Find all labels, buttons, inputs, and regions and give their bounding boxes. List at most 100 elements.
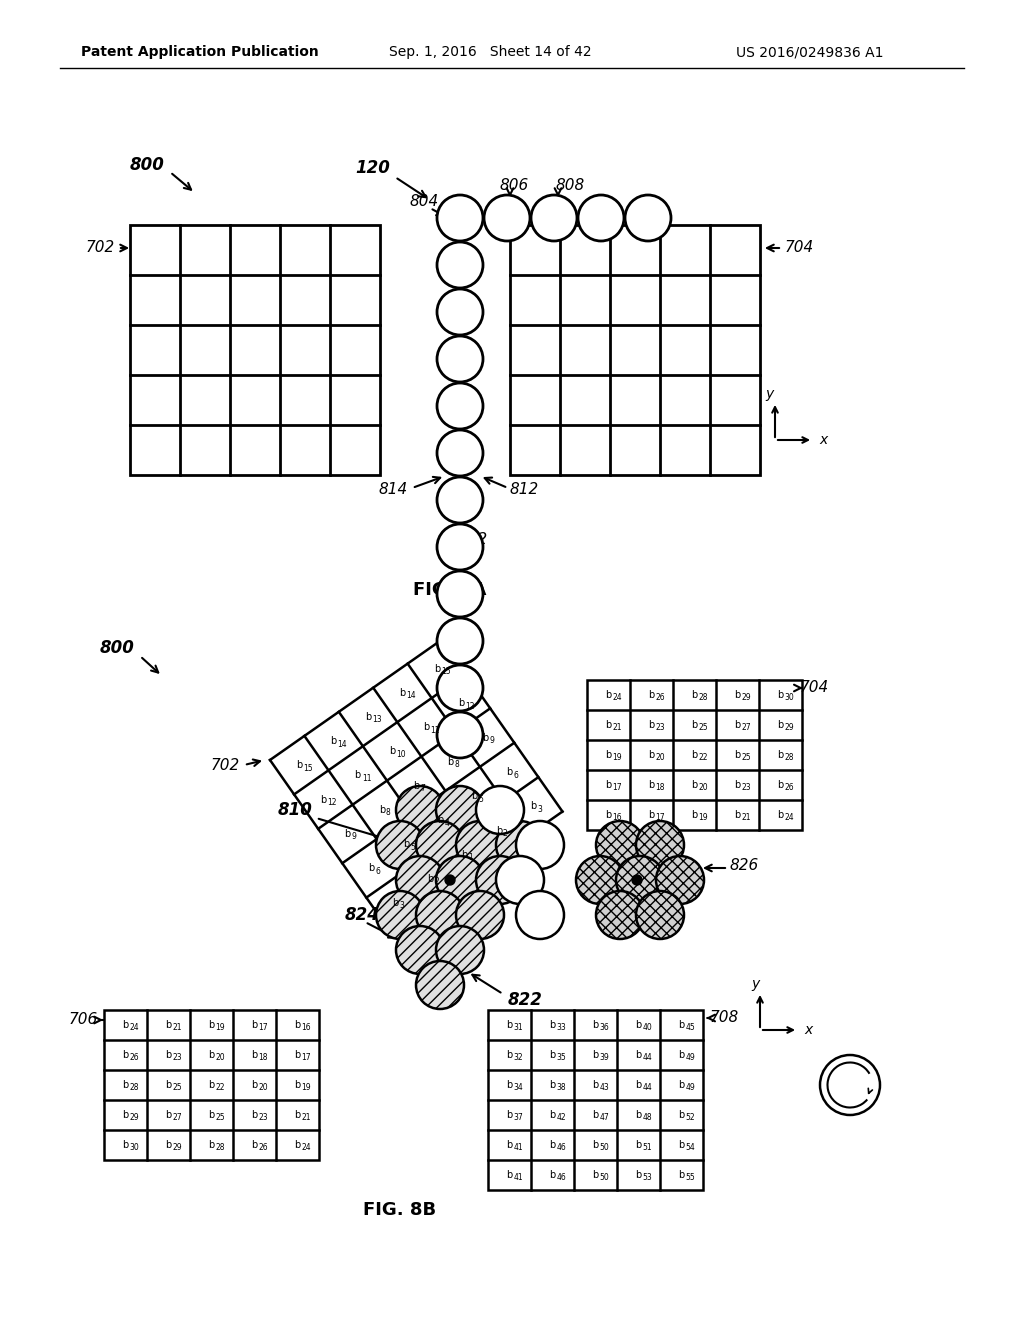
Text: 15: 15 [441,668,451,676]
Text: 32: 32 [513,1053,523,1063]
Text: x: x [804,1023,812,1038]
Circle shape [476,785,524,834]
Text: b: b [592,1020,599,1030]
Text: b: b [691,810,697,820]
Circle shape [437,572,483,616]
Text: b: b [461,850,468,859]
Text: b: b [592,1170,599,1180]
Text: 33: 33 [556,1023,566,1032]
Text: 19: 19 [698,813,709,822]
Text: 43: 43 [599,1084,609,1093]
Text: 51: 51 [642,1143,652,1152]
Text: b: b [165,1110,172,1119]
Text: 1: 1 [468,853,473,862]
Text: 708: 708 [710,1011,739,1026]
Text: b: b [648,780,654,789]
Text: b: b [648,690,654,700]
Text: 24: 24 [612,693,623,702]
Text: 808: 808 [556,177,586,193]
Text: 3: 3 [399,902,404,911]
Circle shape [436,785,484,834]
Text: 16: 16 [612,813,623,822]
Text: b: b [392,898,398,908]
Text: 9: 9 [351,833,356,841]
Text: 3: 3 [538,805,542,814]
Text: b: b [294,1020,301,1030]
Text: 706: 706 [69,1012,98,1027]
Text: b: b [605,810,611,820]
Text: b: b [399,688,406,698]
Text: b: b [123,1020,129,1030]
Text: b: b [635,1140,642,1150]
Text: 120: 120 [355,158,390,177]
Text: b: b [344,829,350,840]
Circle shape [632,875,642,884]
Text: b: b [549,1110,556,1119]
Text: b: b [354,771,360,780]
Circle shape [636,821,684,869]
Text: b: b [691,690,697,700]
Text: 41: 41 [513,1173,523,1183]
Circle shape [437,430,483,477]
Text: 702: 702 [211,758,240,772]
Text: 804: 804 [410,194,439,210]
Circle shape [396,785,444,834]
Text: 15: 15 [303,764,313,772]
Text: 12: 12 [328,799,337,807]
Text: b: b [635,1020,642,1030]
Text: b: b [402,840,409,849]
Text: 46: 46 [556,1143,566,1152]
Circle shape [456,891,504,939]
Text: 30: 30 [784,693,795,702]
Text: 16: 16 [301,1023,311,1032]
Text: b: b [549,1080,556,1090]
Text: b: b [592,1080,599,1090]
Text: 28: 28 [129,1084,139,1093]
Text: b: b [678,1170,685,1180]
Text: 11: 11 [430,726,440,735]
Text: 55: 55 [685,1173,695,1183]
Circle shape [820,1055,880,1115]
Text: 45: 45 [685,1023,695,1032]
Text: 20: 20 [655,754,666,763]
Circle shape [531,195,577,242]
Text: 2: 2 [503,829,508,838]
Text: b: b [296,760,302,770]
Text: 18: 18 [258,1053,268,1063]
Text: b: b [437,816,443,825]
Text: 48: 48 [642,1114,652,1122]
Text: 26: 26 [784,784,795,792]
Circle shape [437,242,483,288]
Text: 10: 10 [396,750,406,759]
Text: b: b [123,1110,129,1119]
Circle shape [437,618,483,664]
Text: b: b [208,1110,215,1119]
Text: 54: 54 [685,1143,695,1152]
Text: 17: 17 [258,1023,268,1032]
Text: 50: 50 [599,1143,609,1152]
Text: b: b [165,1020,172,1030]
Text: 814: 814 [379,483,408,498]
Circle shape [437,524,483,570]
Text: b: b [496,825,502,836]
Circle shape [437,665,483,711]
Text: b: b [294,1140,301,1150]
Text: b: b [165,1049,172,1060]
Text: b: b [365,711,371,722]
Text: b: b [777,690,783,700]
Circle shape [656,855,705,904]
Text: 35: 35 [556,1053,566,1063]
Text: b: b [549,1140,556,1150]
Text: b: b [549,1020,556,1030]
Text: b: b [734,780,740,789]
Text: b: b [413,781,420,791]
Text: b: b [123,1080,129,1090]
Text: b: b [369,863,375,874]
Text: 22: 22 [698,754,708,763]
Text: 40: 40 [642,1023,652,1032]
Text: 25: 25 [698,723,709,733]
Text: 17: 17 [301,1053,311,1063]
Circle shape [436,927,484,974]
Text: 4: 4 [444,818,450,828]
Bar [488,1010,703,1191]
